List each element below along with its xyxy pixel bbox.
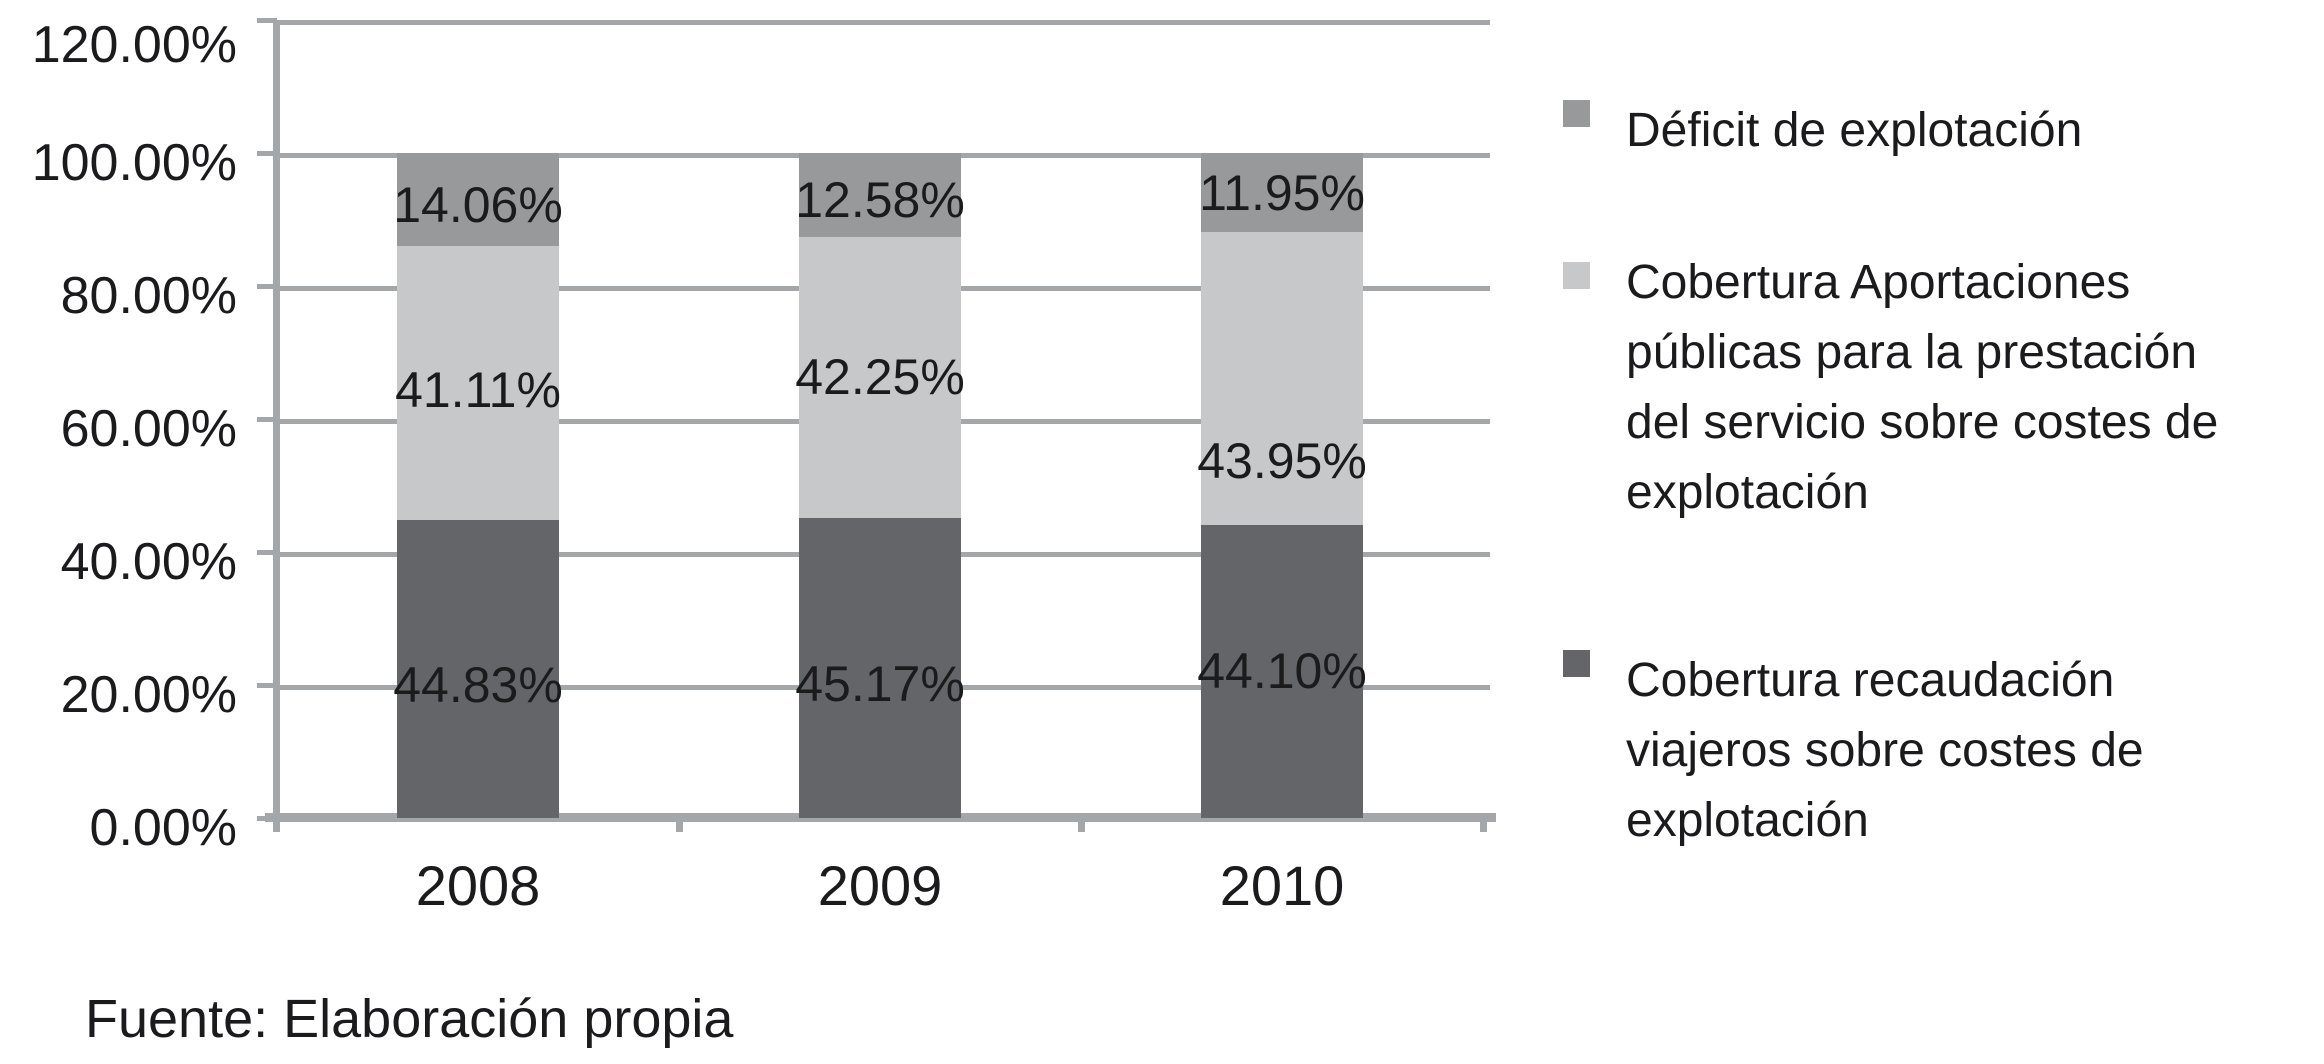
bar-value-label: 11.95% — [1199, 164, 1365, 221]
legend-label-line: Cobertura recaudación — [1626, 654, 2115, 707]
bar-value-label: 41.11% — [395, 362, 561, 419]
gridline — [277, 20, 1490, 25]
legend-label-line: públicas para la prestación — [1626, 326, 2198, 379]
legend-label-line: explotación — [1626, 466, 1869, 519]
y-axis-line — [273, 20, 280, 832]
y-axis-label: 120.00% — [31, 16, 237, 74]
legend-marker-icon — [1563, 262, 1590, 289]
y-axis-tick — [257, 417, 277, 422]
source-note: Fuente: Elaboración propia — [85, 989, 734, 1049]
y-axis-label: 60.00% — [60, 400, 237, 458]
bar-value-label: 44.10% — [1197, 643, 1367, 700]
bar-segment-2008-2 — [397, 153, 559, 247]
y-axis-tick — [257, 683, 277, 688]
x-axis-label: 2009 — [817, 854, 943, 917]
y-axis-label: 100.00% — [31, 134, 237, 192]
bar-segment-2008-0 — [397, 519, 559, 818]
bar-segment-2009-0 — [799, 517, 961, 818]
y-axis-tick — [257, 284, 277, 289]
bar-value-label: 14.06% — [393, 176, 563, 233]
bar-value-label: 45.17% — [795, 655, 965, 712]
x-axis-label: 2008 — [415, 854, 541, 917]
y-axis-label: 40.00% — [60, 533, 237, 591]
legend-label-line: Déficit de explotación — [1626, 104, 2083, 157]
legend-label-line: explotación — [1626, 794, 1869, 847]
legend-label: Cobertura recaudación viajeros sobre cost… — [1626, 646, 2144, 856]
bar-value-label: 12.58% — [795, 171, 965, 228]
y-axis-tick — [257, 816, 277, 821]
x-axis-label: 2010 — [1219, 854, 1345, 917]
bar-segment-2010-1 — [1201, 232, 1363, 525]
bar-segment-2010-0 — [1201, 524, 1363, 818]
legend-label: Cobertura Aportaciones públicas para la p… — [1626, 248, 2218, 528]
x-axis-tick — [1480, 818, 1487, 832]
y-axis-label: 80.00% — [60, 267, 237, 325]
bar-segment-2009-1 — [799, 236, 961, 518]
bar-value-label: 42.25% — [795, 349, 965, 406]
bar-value-label: 43.95% — [1197, 432, 1367, 489]
legend: Déficit de explotación Cobertura Aportaci… — [1563, 0, 2323, 1064]
y-axis-tick — [257, 550, 277, 555]
legend-label-line: del servicio sobre costes de — [1626, 396, 2219, 449]
bar-segment-2009-2 — [799, 153, 961, 237]
legend-marker-icon — [1563, 650, 1590, 677]
bar-segment-2010-2 — [1201, 153, 1363, 233]
bar-value-label: 44.83% — [393, 656, 563, 713]
legend-label: Déficit de explotación — [1626, 96, 2082, 166]
y-axis-label: 20.00% — [60, 666, 237, 724]
legend-label-line: Cobertura Aportaciones — [1626, 256, 2131, 309]
legend-marker-icon — [1563, 100, 1590, 127]
x-axis-tick — [1078, 818, 1085, 832]
x-axis-tick — [676, 818, 683, 832]
legend-label-line: viajeros sobre costes de — [1626, 724, 2144, 777]
y-axis-tick — [257, 18, 277, 23]
y-axis-label: 0.00% — [89, 799, 237, 857]
bar-segment-2008-1 — [397, 246, 559, 520]
y-axis-tick — [257, 151, 277, 156]
